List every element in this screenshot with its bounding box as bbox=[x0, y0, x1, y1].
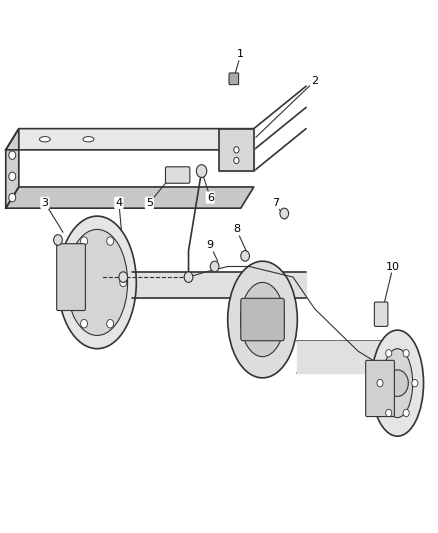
Polygon shape bbox=[219, 128, 254, 171]
Polygon shape bbox=[6, 128, 254, 150]
Text: 7: 7 bbox=[272, 198, 279, 208]
Ellipse shape bbox=[241, 282, 284, 357]
Circle shape bbox=[9, 151, 16, 159]
Circle shape bbox=[234, 157, 239, 164]
Circle shape bbox=[107, 319, 114, 328]
Circle shape bbox=[120, 278, 127, 287]
Circle shape bbox=[403, 409, 409, 417]
Text: 8: 8 bbox=[233, 224, 240, 235]
FancyBboxPatch shape bbox=[241, 298, 284, 341]
Ellipse shape bbox=[382, 349, 413, 418]
Circle shape bbox=[9, 193, 16, 202]
Ellipse shape bbox=[371, 330, 424, 436]
Circle shape bbox=[386, 409, 392, 417]
Ellipse shape bbox=[83, 136, 94, 142]
Text: 6: 6 bbox=[207, 192, 214, 203]
Ellipse shape bbox=[58, 216, 136, 349]
FancyBboxPatch shape bbox=[374, 302, 388, 326]
Circle shape bbox=[412, 379, 418, 387]
Circle shape bbox=[119, 272, 127, 282]
Text: 3: 3 bbox=[42, 198, 49, 208]
Text: 5: 5 bbox=[146, 198, 153, 208]
Circle shape bbox=[9, 172, 16, 181]
Circle shape bbox=[81, 237, 88, 245]
Text: 10: 10 bbox=[386, 262, 400, 271]
FancyBboxPatch shape bbox=[166, 167, 190, 183]
Text: 9: 9 bbox=[207, 240, 214, 251]
Ellipse shape bbox=[228, 261, 297, 378]
Polygon shape bbox=[6, 128, 19, 208]
Circle shape bbox=[386, 350, 392, 357]
Circle shape bbox=[387, 370, 408, 397]
Text: 2: 2 bbox=[311, 76, 318, 86]
Ellipse shape bbox=[67, 229, 127, 335]
Circle shape bbox=[234, 147, 239, 153]
Circle shape bbox=[280, 208, 289, 219]
Text: 4: 4 bbox=[115, 198, 123, 208]
Text: 1: 1 bbox=[237, 50, 244, 59]
FancyBboxPatch shape bbox=[57, 244, 85, 311]
Circle shape bbox=[107, 237, 114, 245]
Circle shape bbox=[210, 261, 219, 272]
Circle shape bbox=[241, 251, 250, 261]
Polygon shape bbox=[6, 187, 254, 208]
Circle shape bbox=[81, 319, 88, 328]
Circle shape bbox=[53, 235, 62, 245]
Circle shape bbox=[403, 350, 409, 357]
FancyBboxPatch shape bbox=[229, 73, 239, 85]
FancyBboxPatch shape bbox=[366, 360, 394, 417]
Ellipse shape bbox=[39, 136, 50, 142]
Circle shape bbox=[377, 379, 383, 387]
Circle shape bbox=[67, 278, 74, 287]
Circle shape bbox=[184, 272, 193, 282]
Circle shape bbox=[196, 165, 207, 177]
